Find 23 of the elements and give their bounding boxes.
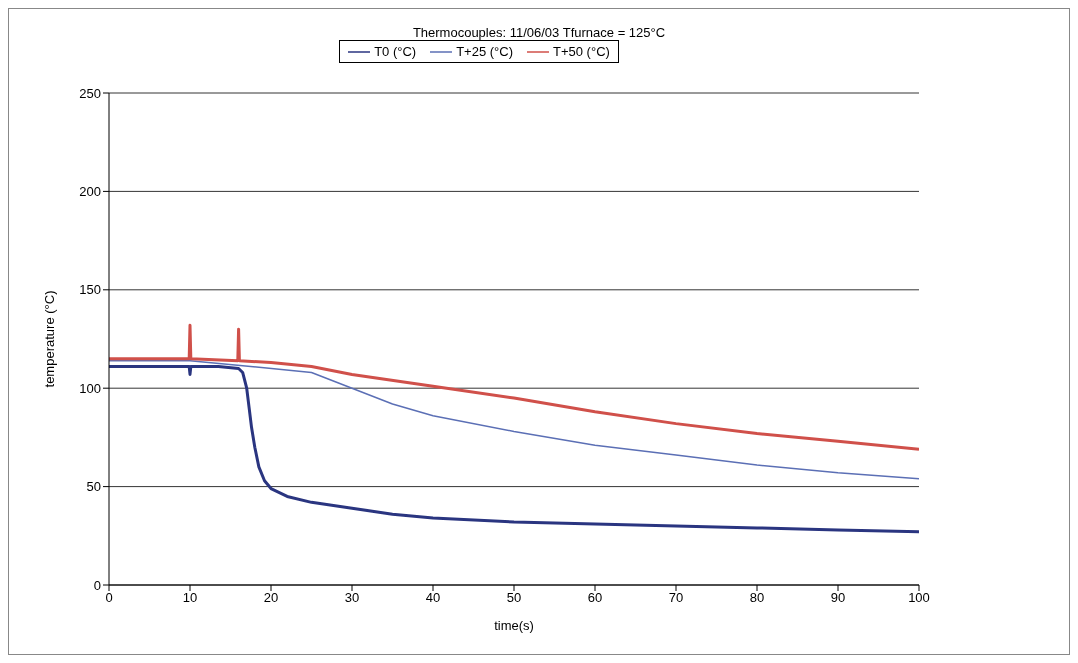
x-tick-label: 70 <box>668 590 684 606</box>
y-tick-label: 50 <box>86 479 101 495</box>
y-tick-label: 0 <box>93 577 101 593</box>
legend-label: T0 (°C) <box>373 44 417 59</box>
x-tick-label: 40 <box>425 590 441 606</box>
x-tick-label: 10 <box>182 590 198 606</box>
chart-title: Thermocouples: 11/06/03 Tfurnace = 125°C <box>411 25 667 40</box>
x-tick-label: 50 <box>506 590 522 606</box>
x-tick-label: 100 <box>908 590 930 606</box>
x-tick-label: 0 <box>105 590 113 606</box>
x-tick-label: 60 <box>587 590 603 606</box>
y-tick-label: 250 <box>79 85 101 101</box>
x-tick-label: 20 <box>263 590 279 606</box>
y-axis-title: temperature (°C) <box>41 290 57 388</box>
x-tick-label: 80 <box>749 590 765 606</box>
y-tick-label: 150 <box>79 282 101 298</box>
legend-label: T+50 (°C) <box>552 44 610 59</box>
x-tick-label: 90 <box>830 590 846 606</box>
y-tick-label: 200 <box>79 184 101 200</box>
y-tick-label: 100 <box>79 380 101 396</box>
x-axis-title: time(s) <box>494 618 534 633</box>
legend-label: T+25 (°C) <box>455 44 514 59</box>
x-tick-label: 30 <box>344 590 360 606</box>
